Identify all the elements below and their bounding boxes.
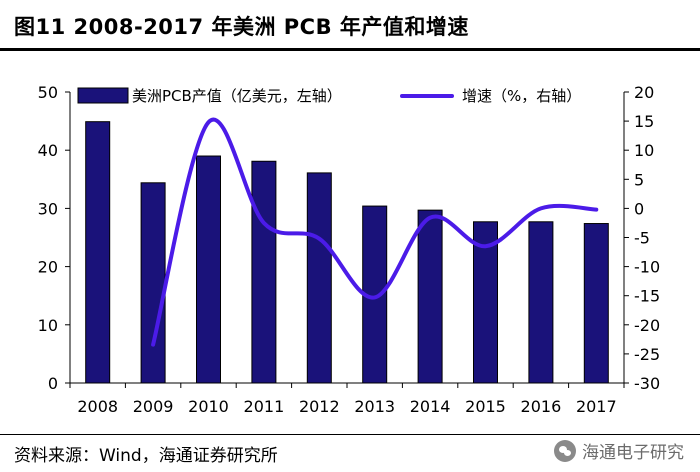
bar bbox=[196, 155, 221, 384]
x-tick-label: 2016 bbox=[521, 397, 562, 416]
y-right-tick-label: 10 bbox=[634, 141, 654, 160]
watermark-text: 海通电子研究 bbox=[582, 443, 684, 463]
x-tick-label: 2011 bbox=[244, 397, 285, 416]
x-tick-label: 2009 bbox=[133, 397, 174, 416]
y-right-tick-label: -20 bbox=[634, 316, 660, 335]
title-bar: 图11 2008-2017 年美洲 PCB 年产值和增速 bbox=[0, 0, 700, 52]
y-right-tick-label: -15 bbox=[634, 287, 660, 306]
x-tick-label: 2010 bbox=[188, 397, 229, 416]
growth-line bbox=[151, 117, 599, 347]
y-right-tick-label: 20 bbox=[634, 83, 654, 102]
x-tick-label: 2012 bbox=[299, 397, 340, 416]
chart: 0 10 20 30 40 50 -30 -25 -20 -15 -10 -5 0 5 10 15 20 2008… bbox=[38, 83, 661, 416]
legend-bar-swatch bbox=[77, 87, 129, 104]
wechat-icon bbox=[554, 439, 576, 462]
y-right-tick-label: 0 bbox=[634, 199, 644, 218]
y-left-tick-label: 20 bbox=[38, 258, 58, 277]
legend-bar-label: 美洲PCB产值（亿美元，左轴） bbox=[132, 87, 342, 105]
y-right-tick-label: -30 bbox=[634, 374, 660, 393]
y-left-tick-label: 0 bbox=[48, 374, 58, 393]
title-divider bbox=[0, 48, 700, 51]
bar bbox=[417, 209, 443, 384]
bar bbox=[85, 121, 111, 384]
bar bbox=[528, 221, 554, 384]
y-left-tick-label: 10 bbox=[38, 316, 58, 335]
legend-line-label: 增速（%，右轴） bbox=[462, 87, 581, 105]
bar bbox=[473, 221, 498, 384]
page-title: 图11 2008-2017 年美洲 PCB 年产值和增速 bbox=[14, 15, 469, 39]
source-note: 资料来源：Wind，海通证券研究所 bbox=[14, 446, 278, 466]
x-tick-label: 2014 bbox=[410, 397, 451, 416]
y-right-tick-label: 5 bbox=[634, 170, 644, 189]
y-left-tick-label: 40 bbox=[38, 141, 58, 160]
bar bbox=[306, 172, 332, 384]
y-right-tick-label: -5 bbox=[634, 229, 650, 248]
y-right-tick-label: -25 bbox=[634, 345, 660, 364]
y-right-tick-label: 15 bbox=[634, 112, 654, 131]
bar bbox=[251, 160, 277, 384]
x-tick-label: 2015 bbox=[465, 397, 506, 416]
footer-divider bbox=[0, 434, 700, 435]
x-tick-label: 2013 bbox=[354, 397, 395, 416]
y-left-tick-label: 30 bbox=[38, 199, 58, 218]
watermark: 海通电子研究 bbox=[554, 438, 684, 463]
y-left-tick-label: 50 bbox=[38, 83, 58, 102]
bar bbox=[140, 182, 166, 384]
x-tick-label: 2017 bbox=[576, 397, 617, 416]
x-tick-label: 2008 bbox=[77, 397, 118, 416]
bar bbox=[583, 223, 609, 384]
y-right-tick-label: -10 bbox=[634, 258, 660, 277]
